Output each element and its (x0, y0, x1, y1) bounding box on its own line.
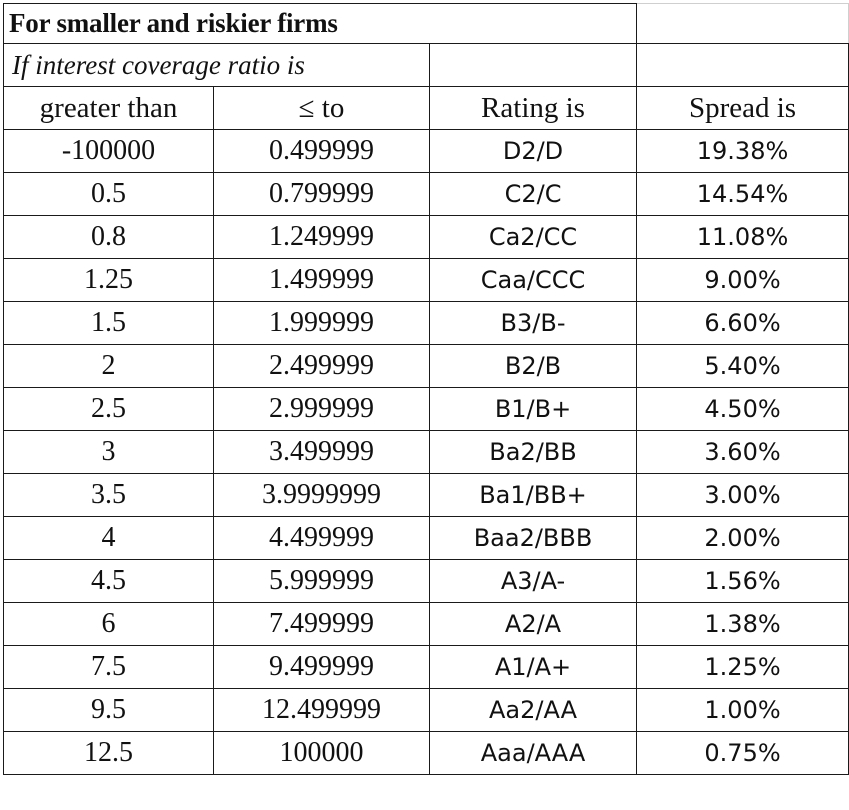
cell-less-equal[interactable]: 12.499999 (213, 688, 430, 732)
table-row: 4 4.499999 Baa2/BBB 2.00% (3, 516, 849, 560)
header-row: greater than ≤ to Rating is Spread is (3, 86, 849, 130)
title-row: For smaller and riskier firms (2, 3, 849, 44)
table-row: 0.5 0.799999 C2/C 14.54% (3, 172, 849, 216)
cell-greater-than[interactable]: 0.8 (3, 215, 214, 259)
cell-spread[interactable]: 1.00% (636, 688, 849, 732)
cell-greater-than[interactable]: 4 (3, 516, 214, 560)
cell-greater-than[interactable]: 9.5 (3, 688, 214, 732)
cell-spread[interactable]: 6.60% (636, 301, 849, 345)
cell-rating[interactable]: Ca2/CC (428, 215, 638, 259)
cell-less-equal[interactable]: 3.499999 (213, 430, 430, 474)
cell-less-equal[interactable]: 1.499999 (213, 258, 430, 302)
cell-greater-than[interactable]: 12.5 (3, 731, 214, 775)
table-row: 9.5 12.499999 Aa2/AA 1.00% (3, 688, 849, 732)
cell-less-equal[interactable]: 100000 (213, 731, 430, 775)
empty-cell[interactable] (428, 43, 637, 87)
cell-greater-than[interactable]: -100000 (3, 129, 214, 173)
table-subtitle[interactable]: If interest coverage ratio is (3, 43, 430, 87)
cell-less-equal[interactable]: 5.999999 (213, 559, 430, 603)
cell-rating[interactable]: Caa/CCC (428, 258, 638, 302)
cell-spread[interactable]: 9.00% (636, 258, 849, 302)
cell-rating[interactable]: Ba1/BB+ (428, 473, 638, 517)
cell-greater-than[interactable]: 1.25 (3, 258, 214, 302)
cell-rating[interactable]: A1/A+ (428, 645, 638, 689)
cell-less-equal[interactable]: 4.499999 (213, 516, 430, 560)
cell-rating[interactable]: B2/B (428, 344, 638, 388)
cell-spread[interactable]: 1.25% (636, 645, 849, 689)
cell-spread[interactable]: 11.08% (636, 215, 849, 259)
cell-less-equal[interactable]: 9.499999 (213, 645, 430, 689)
table-row: 1.5 1.999999 B3/B- 6.60% (3, 301, 849, 345)
cell-spread[interactable]: 3.60% (636, 430, 849, 474)
column-header-spread[interactable]: Spread is (636, 86, 849, 130)
table-row: 0.8 1.249999 Ca2/CC 11.08% (3, 215, 849, 259)
column-header-rating[interactable]: Rating is (428, 86, 638, 130)
column-header-greater-than[interactable]: greater than (3, 86, 214, 130)
cell-rating[interactable]: Aa2/AA (428, 688, 638, 732)
empty-cell[interactable] (636, 3, 849, 44)
column-header-less-equal[interactable]: ≤ to (213, 86, 430, 130)
table-row: 6 7.499999 A2/A 1.38% (3, 602, 849, 646)
table-row: -100000 0.499999 D2/D 19.38% (3, 129, 849, 173)
cell-rating[interactable]: D2/D (428, 129, 638, 173)
cell-greater-than[interactable]: 3 (3, 430, 214, 474)
cell-less-equal[interactable]: 2.499999 (213, 344, 430, 388)
cell-greater-than[interactable]: 6 (3, 602, 214, 646)
cell-greater-than[interactable]: 2.5 (3, 387, 214, 431)
cell-greater-than[interactable]: 1.5 (3, 301, 214, 345)
cell-rating[interactable]: Aaa/AAA (428, 731, 638, 775)
cell-greater-than[interactable]: 7.5 (3, 645, 214, 689)
cell-greater-than[interactable]: 0.5 (3, 172, 214, 216)
cell-less-equal[interactable]: 0.499999 (213, 129, 430, 173)
cell-spread[interactable]: 19.38% (636, 129, 849, 173)
cell-less-equal[interactable]: 0.799999 (213, 172, 430, 216)
rating-spread-table: For smaller and riskier firms If interes… (2, 3, 849, 775)
cell-spread[interactable]: 5.40% (636, 344, 849, 388)
cell-rating[interactable]: B3/B- (428, 301, 638, 345)
cell-less-equal[interactable]: 7.499999 (213, 602, 430, 646)
cell-less-equal[interactable]: 1.999999 (213, 301, 430, 345)
table-row: 2 2.499999 B2/B 5.40% (3, 344, 849, 388)
table-row: 1.25 1.499999 Caa/CCC 9.00% (3, 258, 849, 302)
table-row: 2.5 2.999999 B1/B+ 4.50% (3, 387, 849, 431)
cell-greater-than[interactable]: 2 (3, 344, 214, 388)
cell-greater-than[interactable]: 4.5 (3, 559, 214, 603)
cell-less-equal[interactable]: 1.249999 (213, 215, 430, 259)
empty-cell[interactable] (636, 43, 849, 87)
cell-rating[interactable]: B1/B+ (428, 387, 638, 431)
cell-spread[interactable]: 4.50% (636, 387, 849, 431)
table-row: 7.5 9.499999 A1/A+ 1.25% (3, 645, 849, 689)
subtitle-row: If interest coverage ratio is (3, 43, 849, 87)
cell-rating[interactable]: C2/C (428, 172, 638, 216)
cell-spread[interactable]: 14.54% (636, 172, 849, 216)
table-row: 3 3.499999 Ba2/BB 3.60% (3, 430, 849, 474)
cell-rating[interactable]: A2/A (428, 602, 638, 646)
cell-rating[interactable]: Baa2/BBB (428, 516, 638, 560)
cell-spread[interactable]: 2.00% (636, 516, 849, 560)
table-row: 3.5 3.9999999 Ba1/BB+ 3.00% (3, 473, 849, 517)
cell-spread[interactable]: 1.56% (636, 559, 849, 603)
cell-rating[interactable]: A3/A- (428, 559, 638, 603)
cell-spread[interactable]: 0.75% (636, 731, 849, 775)
cell-spread[interactable]: 3.00% (636, 473, 849, 517)
table-row: 12.5 100000 Aaa/AAA 0.75% (3, 731, 849, 775)
table-row: 4.5 5.999999 A3/A- 1.56% (3, 559, 849, 603)
cell-rating[interactable]: Ba2/BB (428, 430, 638, 474)
table-title[interactable]: For smaller and riskier firms (2, 3, 638, 44)
cell-greater-than[interactable]: 3.5 (3, 473, 214, 517)
cell-less-equal[interactable]: 2.999999 (213, 387, 430, 431)
cell-spread[interactable]: 1.38% (636, 602, 849, 646)
cell-less-equal[interactable]: 3.9999999 (213, 473, 430, 517)
